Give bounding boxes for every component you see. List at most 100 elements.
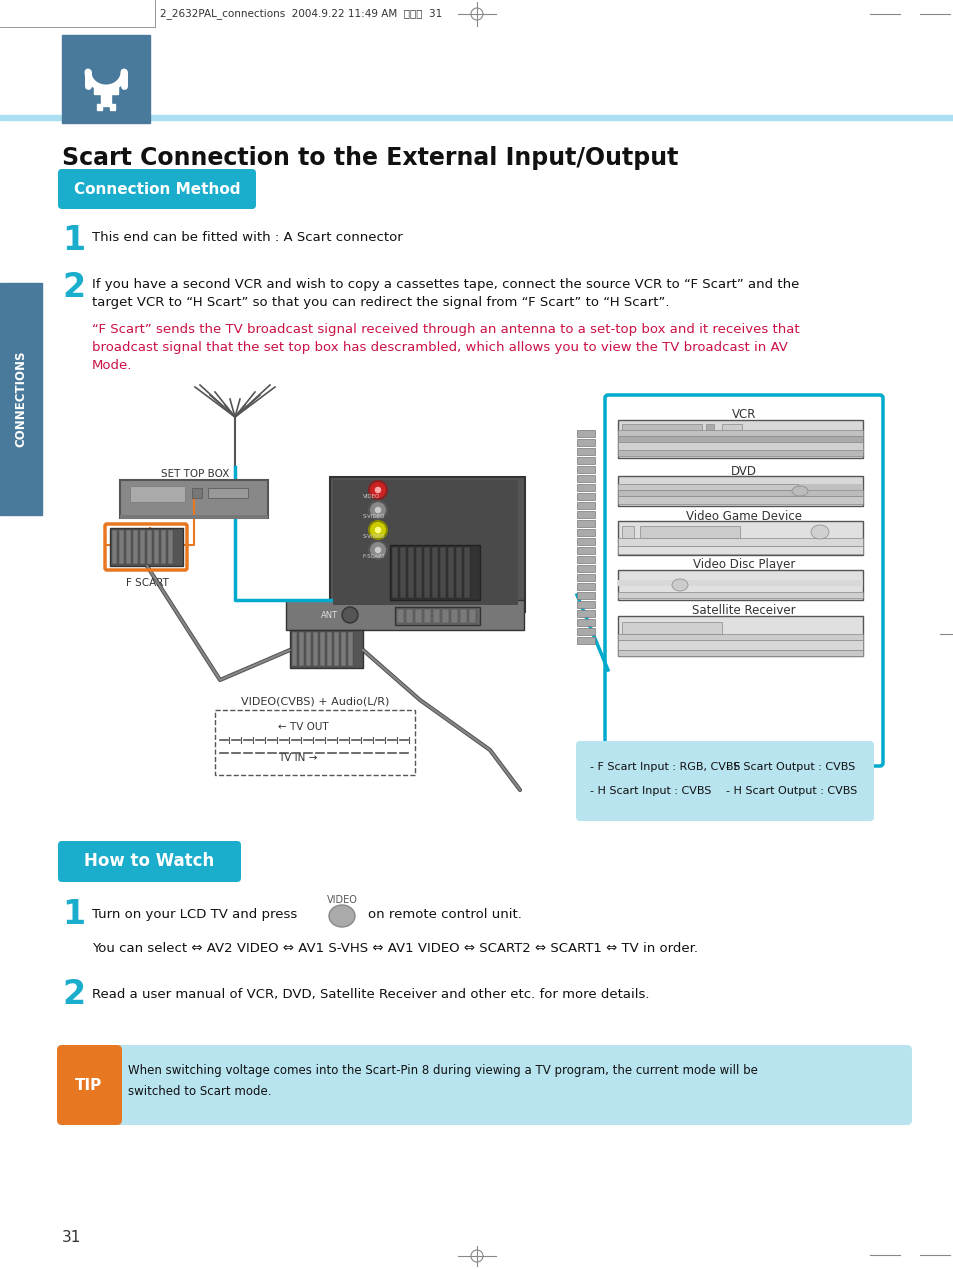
- Text: F SCART: F SCART: [126, 577, 169, 588]
- Bar: [459, 609, 467, 623]
- Text: F-SCART: F-SCART: [412, 610, 447, 619]
- Bar: [618, 420, 862, 458]
- Bar: [130, 486, 185, 503]
- Ellipse shape: [810, 525, 828, 539]
- Circle shape: [369, 501, 387, 519]
- Text: Scart Connection to the External Input/Output: Scart Connection to the External Input/O…: [62, 146, 678, 170]
- Bar: [416, 547, 421, 598]
- Bar: [423, 609, 431, 623]
- Bar: [441, 609, 449, 623]
- Bar: [94, 86, 118, 94]
- Text: You can select ⇔ AV2 VIDEO ⇔ AV1 S-VHS ⇔ AV1 VIDEO ⇔ SCART2 ⇔ SCART1 ⇔ TV in ord: You can select ⇔ AV2 VIDEO ⇔ AV1 S-VHS ⇔…: [91, 942, 698, 956]
- Bar: [101, 94, 111, 107]
- Bar: [298, 632, 304, 666]
- Bar: [621, 424, 701, 434]
- Bar: [154, 27, 953, 137]
- Text: Mode.: Mode.: [91, 359, 132, 372]
- Bar: [577, 602, 595, 608]
- Bar: [577, 439, 595, 445]
- Text: TIP: TIP: [75, 1077, 103, 1093]
- Bar: [161, 530, 166, 563]
- Text: broadcast signal that the set top box has descrambled, which allows you to view : broadcast signal that the set top box ha…: [91, 341, 787, 354]
- Text: Video Disc Player: Video Disc Player: [692, 558, 795, 571]
- Bar: [292, 632, 296, 666]
- Bar: [618, 496, 862, 504]
- Bar: [577, 574, 595, 581]
- Bar: [618, 450, 862, 456]
- Text: VIDEO: VIDEO: [326, 895, 357, 905]
- Bar: [577, 582, 595, 590]
- Bar: [140, 530, 145, 563]
- Text: ANT: ANT: [321, 610, 338, 619]
- Text: switched to Scart mode.: switched to Scart mode.: [128, 1085, 272, 1098]
- Bar: [618, 430, 862, 437]
- Text: VIDEO: VIDEO: [363, 495, 380, 500]
- Bar: [618, 593, 862, 598]
- FancyBboxPatch shape: [604, 395, 882, 766]
- Bar: [618, 476, 862, 506]
- Bar: [618, 580, 862, 586]
- Bar: [463, 547, 470, 598]
- Bar: [577, 593, 595, 599]
- Text: ← TV OUT: ← TV OUT: [277, 722, 328, 732]
- Bar: [721, 424, 741, 434]
- Bar: [577, 628, 595, 634]
- Bar: [62, 36, 150, 123]
- Bar: [577, 610, 595, 617]
- Bar: [97, 104, 102, 110]
- Bar: [639, 525, 740, 538]
- FancyBboxPatch shape: [58, 841, 241, 882]
- Bar: [0, 100, 953, 103]
- Bar: [618, 546, 862, 555]
- Bar: [340, 632, 346, 666]
- Bar: [313, 632, 317, 666]
- Bar: [577, 457, 595, 464]
- Bar: [705, 424, 713, 434]
- Circle shape: [374, 546, 381, 555]
- Bar: [290, 629, 363, 667]
- Text: 2: 2: [62, 978, 85, 1011]
- Text: Satellite Receiver: Satellite Receiver: [692, 604, 795, 617]
- FancyBboxPatch shape: [58, 169, 255, 209]
- Bar: [577, 430, 595, 437]
- Bar: [577, 556, 595, 563]
- Circle shape: [341, 607, 357, 623]
- Bar: [577, 529, 595, 536]
- Ellipse shape: [671, 579, 687, 591]
- Bar: [168, 530, 172, 563]
- Bar: [577, 637, 595, 643]
- Bar: [618, 442, 862, 452]
- Text: 2: 2: [62, 272, 85, 305]
- Text: Turn on your LCD TV and press: Turn on your LCD TV and press: [91, 909, 297, 921]
- Bar: [408, 547, 414, 598]
- Bar: [577, 511, 595, 518]
- Bar: [392, 547, 397, 598]
- Bar: [577, 492, 595, 500]
- Bar: [319, 632, 325, 666]
- Text: Connection Method: Connection Method: [73, 181, 240, 197]
- Bar: [334, 632, 338, 666]
- Text: on remote control unit.: on remote control unit.: [368, 909, 521, 921]
- Bar: [406, 609, 413, 623]
- Bar: [147, 530, 152, 563]
- Bar: [192, 489, 202, 497]
- Circle shape: [374, 486, 381, 494]
- Bar: [399, 547, 406, 598]
- Bar: [119, 530, 124, 563]
- Text: This end can be fitted with : A Scart connector: This end can be fitted with : A Scart co…: [91, 231, 402, 244]
- Bar: [110, 528, 183, 566]
- Bar: [577, 520, 595, 527]
- Text: When switching voltage comes into the Scart-Pin 8 during viewing a TV program, t: When switching voltage comes into the Sc…: [128, 1063, 757, 1077]
- Bar: [439, 547, 446, 598]
- Text: Read a user manual of VCR, DVD, Satellite Receiver and other etc. for more detai: Read a user manual of VCR, DVD, Satellit…: [91, 989, 649, 1001]
- Text: How to Watch: How to Watch: [84, 851, 213, 871]
- Ellipse shape: [329, 905, 355, 926]
- Text: VIDEO(CVBS) + Audio(L/R): VIDEO(CVBS) + Audio(L/R): [240, 695, 389, 706]
- Bar: [451, 609, 457, 623]
- Bar: [415, 609, 421, 623]
- Bar: [621, 622, 721, 634]
- Text: - F Scart Input : RGB, CVBS: - F Scart Input : RGB, CVBS: [589, 761, 740, 772]
- Text: DVD: DVD: [730, 464, 757, 478]
- Text: 31: 31: [62, 1230, 81, 1245]
- Bar: [327, 632, 332, 666]
